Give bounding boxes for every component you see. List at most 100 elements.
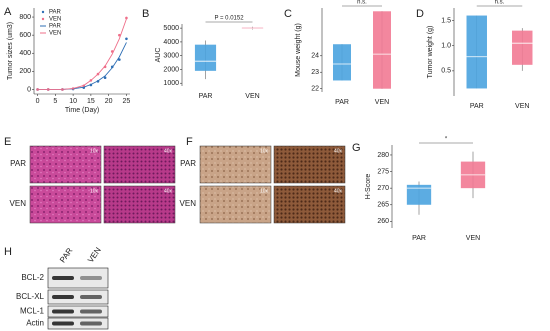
magnification: 40x <box>334 188 343 194</box>
row-label: PAR <box>180 159 196 168</box>
y-tick-label: 800 <box>19 14 31 21</box>
y-tick-label: 0.5 <box>441 68 451 75</box>
y-tick-label: 2000 <box>163 66 179 73</box>
panel-label: H <box>4 246 12 258</box>
micrograph <box>103 185 176 224</box>
y-tick-label: 23 <box>311 69 319 76</box>
data-point <box>125 37 128 41</box>
x-tick-label: PAR <box>470 103 484 110</box>
legend-label: PAR <box>49 10 62 16</box>
magnification: 10x <box>260 188 269 194</box>
panel-label: G <box>352 142 361 154</box>
micrograph <box>29 185 102 224</box>
x-tick-label: 25 <box>123 98 131 105</box>
y-tick-label: 200 <box>19 68 31 75</box>
legend-marker <box>41 10 45 14</box>
micrograph <box>199 185 272 224</box>
protein-label: MCL-1 <box>20 307 45 316</box>
annotation: n.s. <box>495 0 505 6</box>
x-tick-label: VEN <box>466 235 480 242</box>
panel-label: D <box>416 8 424 20</box>
y-tick-label: 1000 <box>163 80 179 87</box>
annotation: n.s. <box>357 0 367 6</box>
magnification: 10x <box>90 148 99 154</box>
x-tick-label: PAR <box>335 99 349 106</box>
x-tick-label: 5 <box>53 98 57 105</box>
y-tick-label: 280 <box>377 152 389 159</box>
x-tick-label: VEN <box>515 103 529 110</box>
band <box>52 321 74 326</box>
band <box>52 276 74 280</box>
magnification: 40x <box>334 148 343 154</box>
box <box>373 11 391 89</box>
legend-marker <box>41 17 45 21</box>
box <box>466 15 487 89</box>
y-tick-label: 5000 <box>163 25 179 32</box>
y-axis-label: Mouse weight (g) <box>295 23 302 77</box>
box <box>406 184 432 205</box>
blot-strip <box>47 305 109 318</box>
y-tick-label: 22 <box>311 86 319 93</box>
band <box>52 295 74 299</box>
x-tick-label: PAR <box>199 93 213 100</box>
y-tick-label: 265 <box>377 202 389 209</box>
y-axis-label: Tumor sizes (um3) <box>7 22 14 80</box>
micrograph <box>273 185 346 224</box>
y-tick-label: 0 <box>27 86 31 93</box>
x-tick-label: VEN <box>245 93 259 100</box>
row-label: PAR <box>10 159 26 168</box>
magnification: 40x <box>164 148 173 154</box>
row-label: VEN <box>10 199 27 208</box>
x-tick-label: VEN <box>375 99 389 106</box>
band <box>80 276 102 280</box>
magnification: 10x <box>260 148 269 154</box>
lane-label: PAR <box>58 246 75 264</box>
x-tick-label: 15 <box>87 98 95 105</box>
panel-label: B <box>142 8 149 20</box>
box <box>194 44 217 71</box>
y-tick-label: 4000 <box>163 39 179 46</box>
y-axis-label: H-Score <box>365 174 372 200</box>
y-tick-label: 3000 <box>163 53 179 60</box>
y-tick-label: 600 <box>19 32 31 39</box>
x-tick-label: PAR <box>412 235 426 242</box>
legend-label: PAR <box>49 24 62 30</box>
x-axis-label: Time (Day) <box>65 107 99 114</box>
panel-label: E <box>4 136 11 148</box>
magnification: 10x <box>90 188 99 194</box>
band <box>80 321 102 326</box>
micrograph <box>103 145 176 184</box>
box <box>333 44 351 81</box>
blot-strip <box>47 267 109 289</box>
y-tick-label: 1.0 <box>441 43 451 50</box>
protein-label: BCL-2 <box>21 273 44 282</box>
fit-line <box>37 42 127 90</box>
annotation: * <box>445 137 448 143</box>
y-tick-label: 260 <box>377 218 389 225</box>
band <box>80 309 102 314</box>
micrograph <box>273 145 346 184</box>
blot-strip <box>47 289 109 305</box>
x-tick-label: 20 <box>105 98 113 105</box>
band <box>80 295 102 299</box>
fit-line <box>37 18 127 90</box>
y-tick-label: 270 <box>377 185 389 192</box>
row-label: VEN <box>180 199 197 208</box>
data-point <box>125 16 128 20</box>
lane-label: VEN <box>86 246 103 265</box>
x-tick-label: 10 <box>69 98 77 105</box>
y-tick-label: 275 <box>377 168 389 175</box>
protein-label: BCL-XL <box>16 292 45 301</box>
legend-label: VEN <box>49 17 61 23</box>
panel-label: F <box>186 136 193 148</box>
data-point <box>118 58 121 61</box>
y-tick-label: 24 <box>311 53 319 60</box>
band <box>52 309 74 314</box>
y-axis-label: AUC <box>155 48 162 63</box>
legend-label: VEN <box>49 31 61 37</box>
y-tick-label: 400 <box>19 50 31 57</box>
panel-label: C <box>284 8 292 20</box>
micrograph <box>199 145 272 184</box>
protein-label: Actin <box>26 319 44 328</box>
